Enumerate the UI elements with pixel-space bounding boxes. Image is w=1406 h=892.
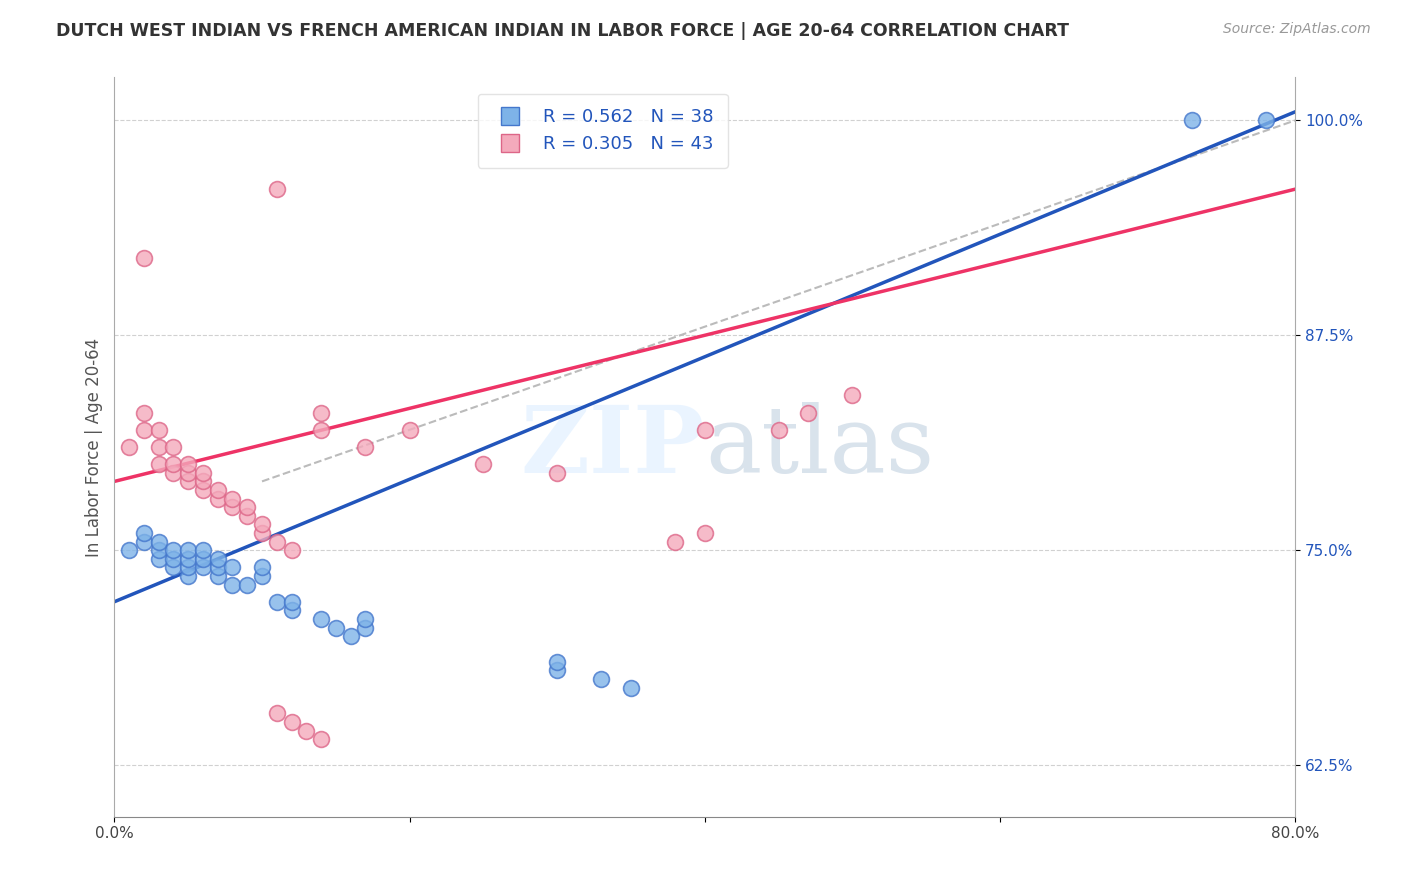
- Point: [177, 457, 200, 471]
- Point: [162, 560, 184, 574]
- Point: [398, 423, 420, 437]
- Point: [191, 551, 214, 566]
- Point: [1254, 113, 1277, 128]
- Text: DUTCH WEST INDIAN VS FRENCH AMERICAN INDIAN IN LABOR FORCE | AGE 20-64 CORRELATI: DUTCH WEST INDIAN VS FRENCH AMERICAN IND…: [56, 22, 1069, 40]
- Point: [266, 534, 288, 549]
- Point: [309, 612, 332, 626]
- Point: [354, 440, 377, 454]
- Point: [177, 569, 200, 583]
- Text: Source: ZipAtlas.com: Source: ZipAtlas.com: [1223, 22, 1371, 37]
- Point: [546, 655, 568, 669]
- Point: [221, 577, 243, 591]
- Point: [250, 560, 273, 574]
- Point: [693, 423, 716, 437]
- Point: [797, 406, 820, 420]
- Point: [280, 543, 302, 558]
- Point: [280, 714, 302, 729]
- Point: [236, 508, 259, 523]
- Point: [191, 466, 214, 480]
- Point: [191, 560, 214, 574]
- Point: [132, 534, 155, 549]
- Point: [221, 491, 243, 506]
- Point: [148, 543, 170, 558]
- Point: [295, 723, 318, 738]
- Point: [325, 620, 347, 634]
- Point: [221, 560, 243, 574]
- Point: [309, 423, 332, 437]
- Point: [162, 551, 184, 566]
- Point: [191, 475, 214, 489]
- Point: [354, 620, 377, 634]
- Point: [266, 182, 288, 196]
- Point: [221, 500, 243, 515]
- Point: [280, 595, 302, 609]
- Point: [177, 560, 200, 574]
- Point: [207, 560, 229, 574]
- Point: [841, 388, 863, 402]
- Point: [768, 423, 790, 437]
- Point: [266, 706, 288, 721]
- Point: [250, 525, 273, 540]
- Point: [177, 466, 200, 480]
- Point: [177, 475, 200, 489]
- Point: [339, 629, 361, 643]
- Point: [207, 483, 229, 497]
- Point: [162, 466, 184, 480]
- Point: [162, 543, 184, 558]
- Point: [132, 423, 155, 437]
- Legend: R = 0.562   N = 38, R = 0.305   N = 43: R = 0.562 N = 38, R = 0.305 N = 43: [478, 94, 728, 168]
- Text: atlas: atlas: [704, 402, 934, 492]
- Point: [236, 577, 259, 591]
- Point: [132, 525, 155, 540]
- Point: [309, 732, 332, 747]
- Point: [620, 681, 643, 695]
- Point: [148, 423, 170, 437]
- Point: [148, 457, 170, 471]
- Point: [207, 551, 229, 566]
- Point: [693, 525, 716, 540]
- Point: [207, 569, 229, 583]
- Point: [546, 466, 568, 480]
- Point: [132, 251, 155, 265]
- Point: [177, 551, 200, 566]
- Point: [148, 551, 170, 566]
- Text: ZIP: ZIP: [520, 402, 704, 492]
- Point: [472, 457, 495, 471]
- Point: [236, 500, 259, 515]
- Point: [177, 543, 200, 558]
- Point: [118, 543, 141, 558]
- Y-axis label: In Labor Force | Age 20-64: In Labor Force | Age 20-64: [86, 337, 103, 557]
- Point: [250, 569, 273, 583]
- Point: [162, 440, 184, 454]
- Point: [546, 664, 568, 678]
- Point: [118, 440, 141, 454]
- Point: [148, 440, 170, 454]
- Point: [207, 491, 229, 506]
- Point: [191, 543, 214, 558]
- Point: [354, 612, 377, 626]
- Point: [191, 483, 214, 497]
- Point: [591, 672, 613, 686]
- Point: [280, 603, 302, 617]
- Point: [266, 595, 288, 609]
- Point: [664, 534, 686, 549]
- Point: [148, 534, 170, 549]
- Point: [132, 406, 155, 420]
- Point: [162, 457, 184, 471]
- Point: [309, 406, 332, 420]
- Point: [1181, 113, 1204, 128]
- Point: [250, 517, 273, 532]
